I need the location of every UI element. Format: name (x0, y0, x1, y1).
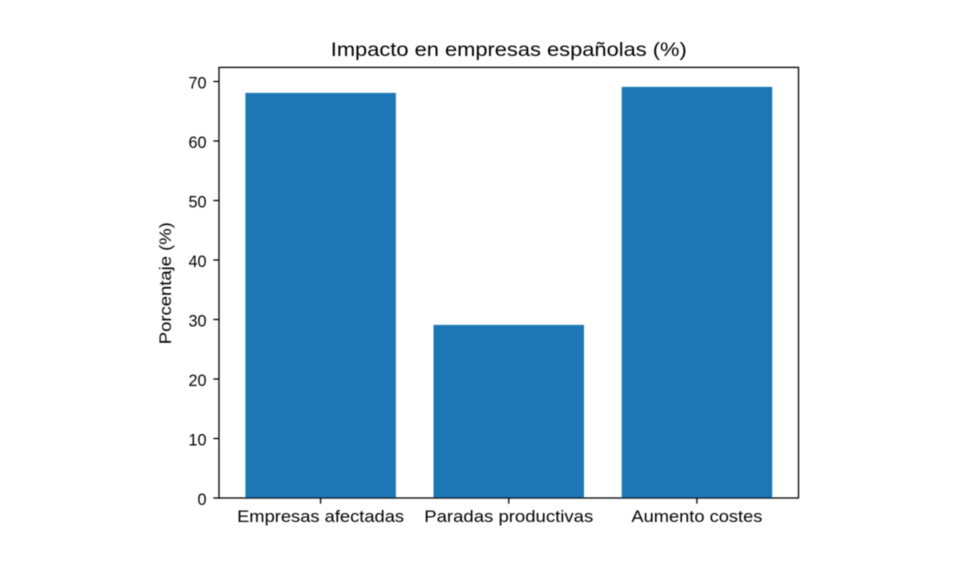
svg-text:Empresas afectadas: Empresas afectadas (237, 508, 404, 526)
svg-text:30: 30 (188, 313, 206, 331)
svg-text:60: 60 (188, 134, 206, 152)
svg-text:50: 50 (188, 194, 206, 212)
svg-text:10: 10 (188, 432, 206, 450)
svg-text:Aumento costes: Aumento costes (631, 508, 762, 526)
svg-text:Porcentaje (%): Porcentaje (%) (157, 222, 175, 344)
svg-text:Paradas productivas: Paradas productivas (424, 508, 593, 526)
svg-text:0: 0 (197, 491, 206, 509)
svg-text:70: 70 (188, 75, 206, 93)
svg-text:Impacto en empresas españolas: Impacto en empresas españolas (%) (331, 39, 687, 61)
svg-text:20: 20 (188, 372, 206, 390)
svg-text:40: 40 (188, 253, 206, 271)
